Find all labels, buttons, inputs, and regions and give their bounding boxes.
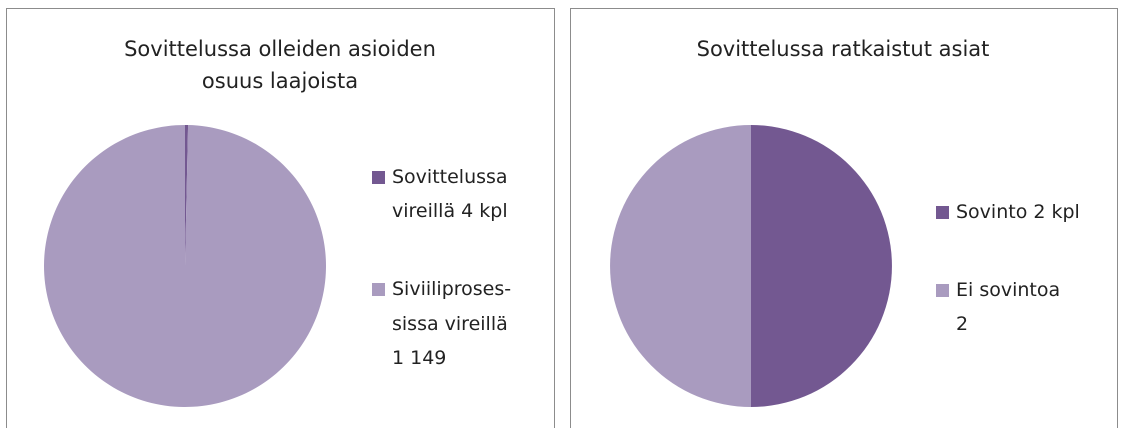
legend-swatch (936, 206, 949, 219)
text-line: sissa vireillä (392, 313, 508, 335)
text-line: osuus laajoista (202, 69, 358, 93)
legend-label: Siviiliproses-sissa vireillä 1 149 (392, 278, 511, 369)
text-line: Sovinto 2 kpl (956, 201, 1080, 223)
legend-label: Sovinto 2 kpl (956, 201, 1080, 223)
legend-label: Sovittelussa vireillä 4 kpl (392, 166, 508, 222)
chart-title: Sovittelussa ratkaistut asiat (697, 37, 990, 61)
panel-border (570, 8, 1118, 428)
text-line: 2 (956, 313, 968, 335)
pie-slice (185, 125, 189, 266)
chart-title: Sovittelussa olleiden asioiden osuus laaj… (124, 37, 436, 93)
panel-border (6, 8, 555, 428)
text-line: vireillä 4 kpl (392, 200, 508, 222)
legend-swatch (936, 284, 949, 297)
text-line: Sovittelussa (392, 166, 508, 188)
pie-slice (751, 125, 892, 407)
text-line: 1 149 (392, 347, 446, 369)
text-line: Siviiliproses- (392, 278, 511, 300)
text-line: Sovittelussa ratkaistut asiat (697, 37, 990, 61)
legend-label: Ei sovintoa 2 (956, 279, 1060, 335)
pie-slice (44, 125, 327, 407)
legend-swatch (372, 283, 385, 296)
text-line: Ei sovintoa (956, 279, 1060, 301)
pie-slice (610, 125, 751, 407)
legend-swatch (372, 171, 385, 184)
text-line: Sovittelussa olleiden asioiden (124, 37, 436, 61)
